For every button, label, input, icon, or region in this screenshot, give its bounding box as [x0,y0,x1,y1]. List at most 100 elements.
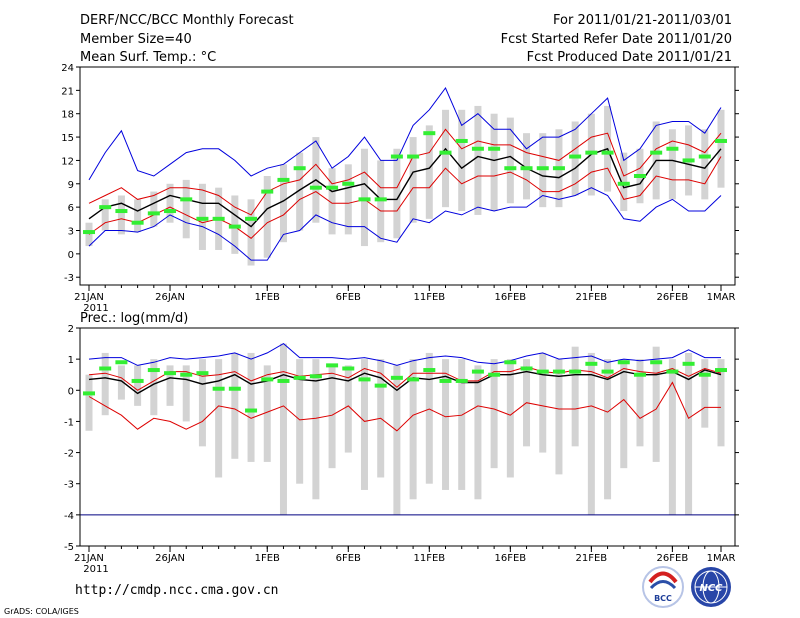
prec-bar [409,359,417,500]
prec-bar [701,359,709,428]
temp-line-min [88,187,722,261]
prec-xtick-label: 21JAN [74,553,104,564]
temp-line-upper [88,128,722,216]
temp-xtick-label: 1FEB [255,292,280,303]
prec-line-mean [88,369,722,395]
prec-line-lower [88,381,721,432]
temp-bar [263,176,271,258]
temp-ytick-label: 3 [68,227,74,238]
prec-xtick-label: 6FEB [336,553,361,564]
header-title: DERF/NCC/BCC Monthly Forecast [80,13,294,28]
prec-ytick-label: -2 [64,449,74,460]
temp-bar [409,137,417,223]
temp-bar [328,168,336,235]
prec-bar [506,359,514,478]
footer-url[interactable]: http://cmdp.ncc.cma.gov.cn [75,583,279,598]
prec-bar [571,346,579,447]
temp-ytick-label: 6 [68,203,74,214]
prec-bar [231,352,239,459]
prec-bar [474,365,482,500]
precipitation-series-lines [80,342,735,516]
prec-bar [344,365,352,453]
prec-bar [134,365,142,406]
prec-bar [101,352,109,416]
prec-bar [198,359,206,447]
prec-bar [587,352,595,515]
prec-ytick-label: 1 [68,355,74,366]
prec-ytick-label: -5 [64,542,74,553]
prec-xtick-label: 1MAR [707,553,736,564]
temp-bar [490,113,498,212]
temp-xtick-label: 26FEB [657,292,689,303]
prec-ytick-label: 0 [68,386,74,397]
prec-bar [215,359,223,478]
prec-ytick-label: 2 [68,324,74,335]
precipitation-plot-frame [79,327,736,547]
temp-ytick-label: -3 [64,273,74,284]
temp-bar [279,164,287,243]
temp-ytick-label: 15 [61,133,74,144]
prec-bar [117,365,125,400]
temperature-series-lines [88,87,722,261]
temp-bar [442,109,450,208]
temp-bar [458,109,466,212]
header-period: For 2011/01/21-2011/03/01 [553,13,732,28]
prec-bar [717,359,725,447]
prec-bar [620,359,628,469]
temperature-chart: -3 0 3 6 9 12 15 18 21 24 21JAN 26JAN 1FEB 6FEB 11FEB 1… [61,63,739,314]
temp-bar [425,125,433,219]
prec-xtick-label: 11FEB [413,553,445,564]
prec-bar [247,352,255,462]
prec-xtick-label: 26JAN [155,553,185,564]
header-variable: Mean Surf. Temp.: °C [80,50,216,65]
temp-xtick-label: 11FEB [413,292,445,303]
temp-bar [101,199,109,231]
temp-bar [296,152,304,231]
temp-bar [344,164,352,235]
temp-xtick-label: 21JAN [74,292,104,303]
temp-line-max [88,87,722,181]
temp-ytick-label: 24 [61,63,74,74]
temp-year-label: 2011 [83,303,108,314]
temperature-observed-marks [83,131,727,235]
prec-xtick-label: 21FEB [576,553,608,564]
bcc-logo-text: BCC [654,594,672,603]
temperature-axes: -3 0 3 6 9 12 15 18 21 24 21JAN 26JAN 1FEB 6FEB 11FEB 1… [61,63,739,314]
prec-ytick-label: -1 [64,417,74,428]
temp-ytick-label: 0 [68,250,74,261]
prec-bar [458,359,466,490]
temp-line-lower [88,156,722,239]
prec-xtick-label: 16FEB [495,553,527,564]
temp-bar [668,129,676,200]
prec-bar [360,359,368,490]
prec-year-label: 2011 [83,564,108,575]
prec-bar [555,359,563,475]
prec-ytick-label: -3 [64,480,74,491]
ncc-logo: NCC [691,567,731,607]
prec-bar [442,359,450,490]
temp-bar [701,129,709,200]
temp-bar [474,105,482,215]
prec-bar [490,359,498,469]
temp-ytick-label: 9 [68,180,74,191]
prec-ytick-label: -4 [64,511,74,522]
temp-xtick-label: 1MAR [707,292,736,303]
header-member-size: Member Size=40 [80,32,192,47]
prec-bar [263,365,271,462]
footer-credit: GrADS: COLA/IGES [4,607,79,616]
precipitation-chart: -5 -4 -3 -2 -1 0 1 2 21JAN 26JAN 1FEB 6FEB 11FEB 16FE… [64,324,739,575]
prec-line-max [88,342,721,366]
temp-bar [393,148,401,239]
prec-bar [328,365,336,469]
temp-xtick-label: 6FEB [336,292,361,303]
header-start-date: Fcst Started Refer Date 2011/01/20 [501,32,732,47]
temperature-plot-frame [79,66,736,286]
prec-bar [636,359,644,447]
prec-bar [685,352,693,515]
temp-bar [182,179,190,239]
prec-xtick-label: 26FEB [657,553,689,564]
prec-line-upper [88,366,722,391]
temp-ytick-label: 12 [61,156,74,167]
temp-xtick-label: 21FEB [576,292,608,303]
